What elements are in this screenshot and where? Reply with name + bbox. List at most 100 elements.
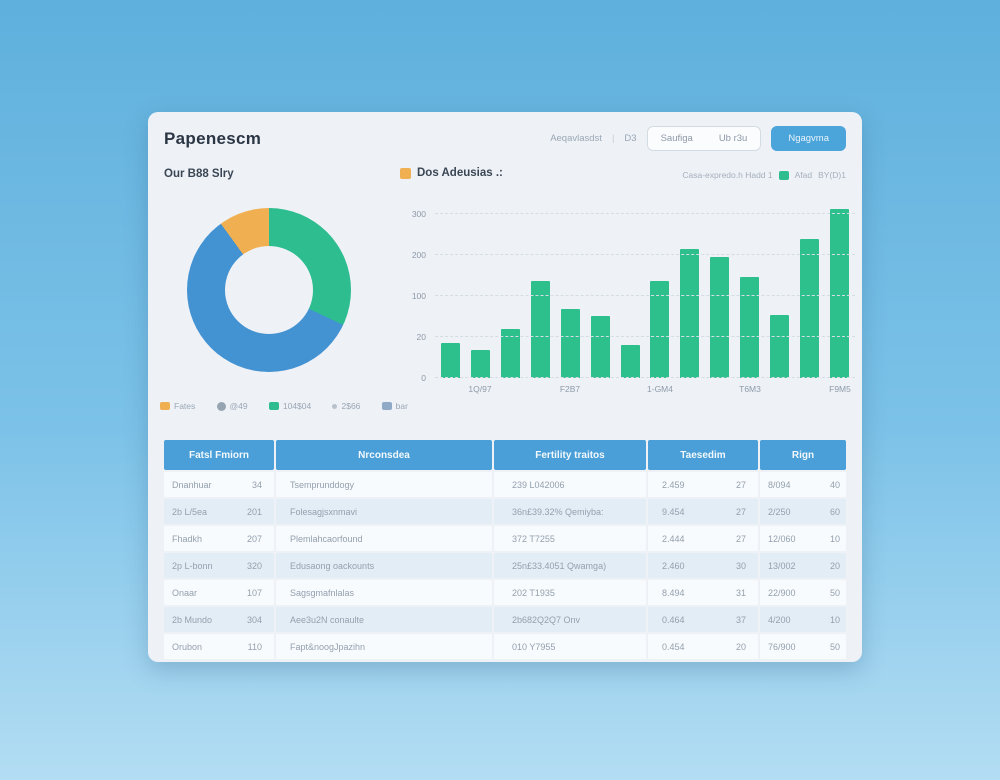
cell-value: 8/094 (768, 479, 791, 490)
table-header-cell: Nrconsdea (276, 440, 492, 470)
table-cell: 4/200 10 (760, 607, 846, 632)
x-tick-label: T6M3 (739, 384, 761, 394)
table-cell: 2p L-bonn 320 (164, 553, 274, 578)
bar (710, 257, 730, 378)
header-meta-text: Aeqavlasdst (550, 133, 602, 144)
table-cell: Dnanhuar 34 (164, 472, 274, 497)
cell-value: 304 (246, 614, 262, 625)
table-header-cell: Fatsl Fmiorn (164, 440, 274, 470)
cell-value: 30 (735, 560, 746, 571)
legend-swatch-icon (216, 401, 226, 411)
data-table: Fatsl Fmiorn Nrconsdea Fertility traitos… (164, 440, 846, 661)
cell-value: 4/200 (768, 614, 791, 625)
table-header: Fatsl Fmiorn Nrconsdea Fertility traitos… (164, 440, 846, 470)
cell-value: 27 (735, 506, 746, 517)
table-cell: 76/900 50 (760, 634, 846, 659)
bar-meta-label: Afad (794, 170, 813, 180)
cell-value: 320 (246, 560, 262, 571)
segmented-option-1[interactable]: Saufiga (648, 127, 706, 150)
cell-value: 22/900 (768, 587, 796, 598)
legend-label: 104$04 (282, 401, 312, 411)
cell-value: 13/002 (768, 560, 796, 571)
cell-value: 2.459 (662, 479, 685, 490)
table-header-cell: Taesedim (648, 440, 758, 470)
table-cell: 0.464 37 (648, 607, 758, 632)
y-axis: 0 20 100 200 300 (394, 209, 426, 383)
legend-label: bar (395, 401, 408, 411)
cell-value: 10 (829, 533, 840, 544)
table-cell: Sagsgmafnlalas (276, 580, 492, 605)
bar-meta-text: Casa-expredo.h Hadd 1 (682, 170, 773, 180)
bar (620, 345, 640, 378)
bar (441, 343, 460, 378)
legend-item: 2$66 (332, 401, 360, 411)
table-cell: 8/094 40 (760, 472, 846, 497)
bar (680, 249, 700, 378)
cell-value: 31 (735, 587, 746, 598)
donut-section-title: Our B88 Slry (164, 168, 234, 180)
y-tick-label: 300 (411, 209, 426, 219)
card-header: Papenescm Aeqavlasdst | D3 Saufiga Ub r3… (164, 126, 846, 151)
legend-swatch-icon (332, 403, 338, 409)
table-cell: 0.454 20 (648, 634, 758, 659)
bar-section-title: Dos Adeusias .: (417, 167, 503, 179)
bar (770, 315, 790, 378)
bar (740, 277, 760, 378)
cell-value: 50 (829, 641, 840, 652)
table-cell: 25n£33.4051 Qwamga) (494, 553, 646, 578)
table-header-cell: Fertility traitos (494, 440, 646, 470)
table-cell: 2/250 60 (760, 499, 846, 524)
table-body: Dnanhuar 34 Tsemprunddogy 239 L042006 2.459 2… (164, 472, 846, 659)
cell-value: Edusaong oackounts (290, 560, 375, 571)
cell-value: 34 (251, 479, 262, 490)
x-tick-label: 1Q/97 (468, 384, 492, 394)
cell-value: Fhadkh (172, 533, 203, 544)
primary-action-button[interactable]: Ngagvma (771, 126, 846, 151)
y-tick-label: 100 (411, 291, 426, 301)
cell-value: 2b L/5ea (172, 506, 208, 517)
cell-value: Aee3u2N conaulte (290, 614, 365, 625)
table-cell: 372 T7255 (494, 526, 646, 551)
table-header-row: Fatsl Fmiorn Nrconsdea Fertility traitos… (164, 440, 846, 470)
bar-meta-swatch-icon (778, 170, 789, 180)
cell-value: Dnanhuar (172, 479, 212, 490)
legend-swatch-icon (268, 402, 279, 410)
bar (590, 316, 610, 378)
table-cell: 2b L/5ea 201 (164, 499, 274, 524)
cell-value: 25n£33.4051 Qwamga) (512, 560, 607, 571)
cell-value: 110 (247, 641, 262, 652)
cell-value: 40 (829, 479, 840, 490)
gridline (435, 213, 855, 214)
segmented-option-2[interactable]: Ub r3u (706, 127, 761, 150)
cell-value: 50 (829, 587, 840, 598)
cell-value: 2p L-bonn (172, 560, 213, 571)
header-meta-divider: | (611, 133, 615, 144)
cell-value: 201 (246, 506, 262, 517)
cell-value: 20 (829, 560, 840, 571)
bar (530, 281, 550, 378)
table-cell: 8.494 31 (648, 580, 758, 605)
table-cell: 22/900 50 (760, 580, 846, 605)
page-title: Papenescm (164, 128, 262, 148)
cell-value: Onaar (172, 587, 198, 598)
cell-value: 27 (735, 479, 746, 490)
table-cell: Edusaong oackounts (276, 553, 492, 578)
table-cell: Fhadkh 207 (164, 526, 274, 551)
cell-value: 2b Mundo (172, 614, 213, 625)
cell-value: 2/250 (768, 506, 791, 517)
cell-value: Orubon (172, 641, 203, 652)
bar-section-header: Dos Adeusias .: (400, 167, 503, 179)
cell-value: 9.454 (662, 506, 685, 517)
bar (500, 329, 520, 378)
bar-group (441, 209, 849, 378)
cell-value: 239 L042006 (512, 479, 565, 490)
bar-section-swatch-icon (400, 167, 411, 179)
bar (829, 209, 849, 378)
table-cell: Aee3u2N conaulte (276, 607, 492, 632)
y-tick-label: 0 (421, 373, 426, 383)
legend-swatch-icon (160, 402, 170, 410)
cell-value: Tsemprunddogy (290, 479, 355, 490)
table-cell: 36n£39.32% Qemiyba: (494, 499, 646, 524)
legend-label: 2$66 (341, 401, 361, 411)
cell-value: 2.460 (662, 560, 685, 571)
